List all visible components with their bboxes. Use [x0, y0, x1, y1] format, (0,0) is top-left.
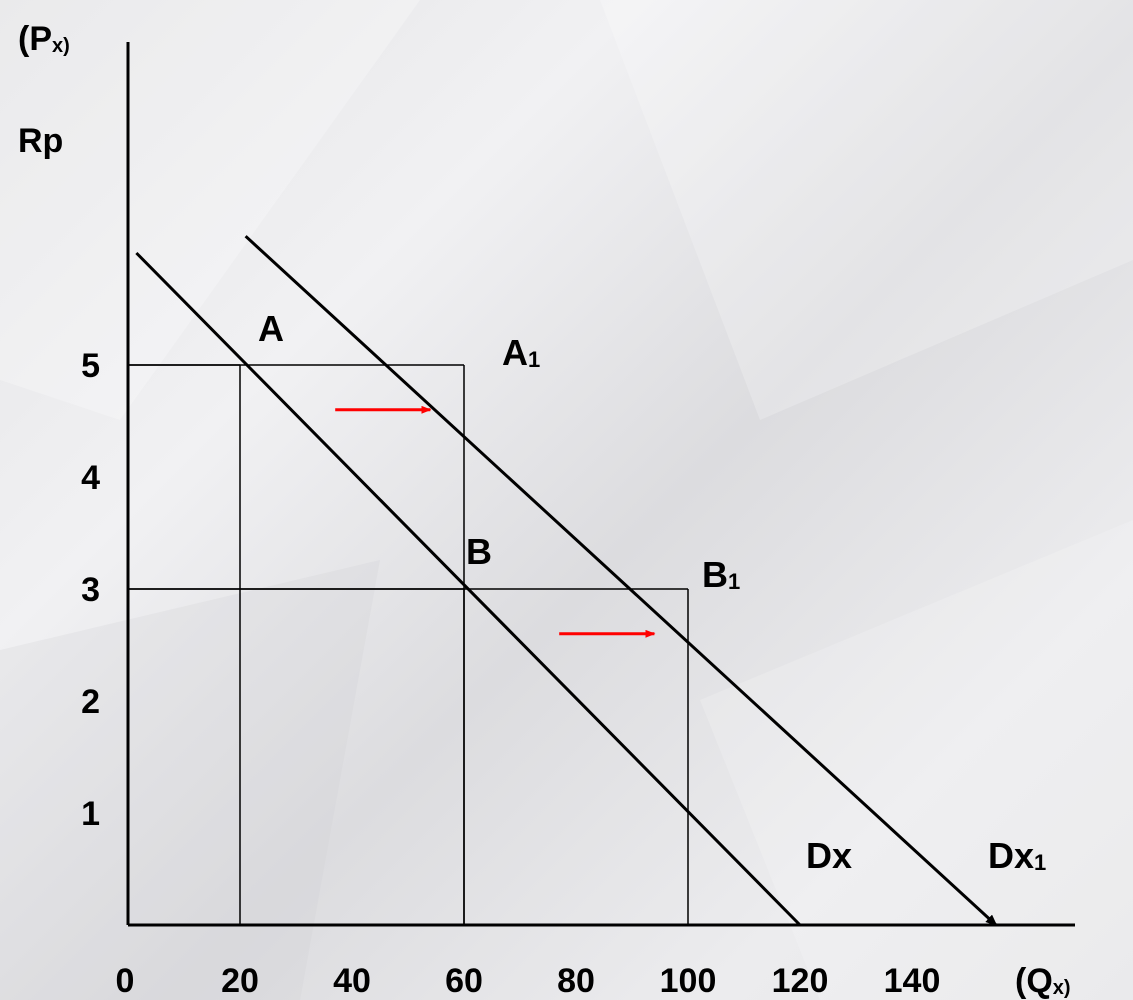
point-label: A1: [502, 332, 540, 373]
x-tick-label: 60: [445, 962, 483, 1000]
y-tick-label: 3: [81, 571, 100, 609]
point-label: A: [258, 308, 284, 349]
axes: [126, 42, 1075, 927]
demand-curves: [135, 235, 998, 927]
y-tick-label: 2: [81, 683, 100, 721]
x-tick-label: 20: [221, 962, 259, 1000]
shift-arrows: [335, 405, 656, 638]
demand-curve-dx: [135, 251, 802, 927]
y-tick-label: 4: [81, 459, 100, 497]
curve-label-dx: Dx: [806, 835, 852, 876]
guide-lines: [128, 364, 689, 925]
demand-curve-dx1: [244, 235, 998, 927]
point-label: B1: [702, 554, 740, 595]
x-tick-label: 0: [116, 962, 135, 1000]
curve-label-dx1: Dx1: [988, 835, 1046, 876]
x-tick-label: 120: [772, 962, 829, 1000]
x-tick-label: 140: [884, 962, 941, 1000]
chart-labels: (Px) Rp (Qx) 1 2 3 4 5 0 20 40 60 80 100 120 140 A A1 B B1 D…: [18, 20, 1071, 1000]
x-tick-label: 100: [660, 962, 717, 1000]
y-tick-label: 5: [81, 347, 100, 385]
y-tick-label: 1: [81, 795, 100, 833]
y-axis-title: (Px): [18, 20, 70, 58]
x-tick-label: 40: [333, 962, 371, 1000]
currency-label: Rp: [18, 122, 63, 160]
point-label: B: [466, 531, 492, 572]
x-axis-title: (Qx): [1015, 962, 1071, 1000]
x-tick-label: 80: [557, 962, 595, 1000]
